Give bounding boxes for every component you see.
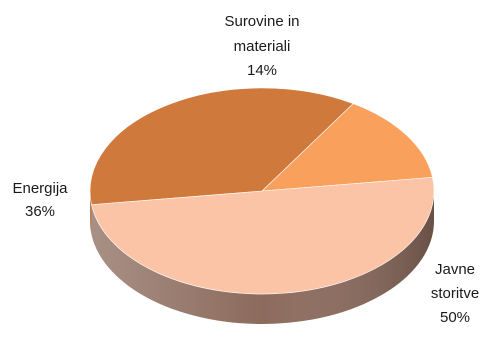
slice-value-surovine: 14% <box>247 62 277 79</box>
slice-value-javne: 50% <box>440 309 470 326</box>
slice-label-javne-line2: storitve <box>431 285 479 302</box>
pie-slice-surovine-in-materiali <box>261 103 433 192</box>
pie-sides <box>90 191 434 324</box>
pie-side-shading <box>90 191 434 324</box>
slice-label-surovine-line1: Surovine in <box>224 13 299 30</box>
slice-label-surovine-line2: materiali <box>234 38 291 55</box>
pie-slice-energija <box>89 87 354 205</box>
label-energija: Energija 36% <box>12 180 68 220</box>
slice-value-energija: 36% <box>25 203 55 220</box>
pie-tops <box>89 87 435 295</box>
label-surovine: Surovine in materiali 14% <box>224 13 299 79</box>
pie-slice-javne-storitve <box>91 177 435 295</box>
slice-label-energija: Energija <box>12 180 68 197</box>
label-javne: Javne storitve 50% <box>431 261 479 326</box>
slice-label-javne-line1: Javne <box>435 261 475 278</box>
